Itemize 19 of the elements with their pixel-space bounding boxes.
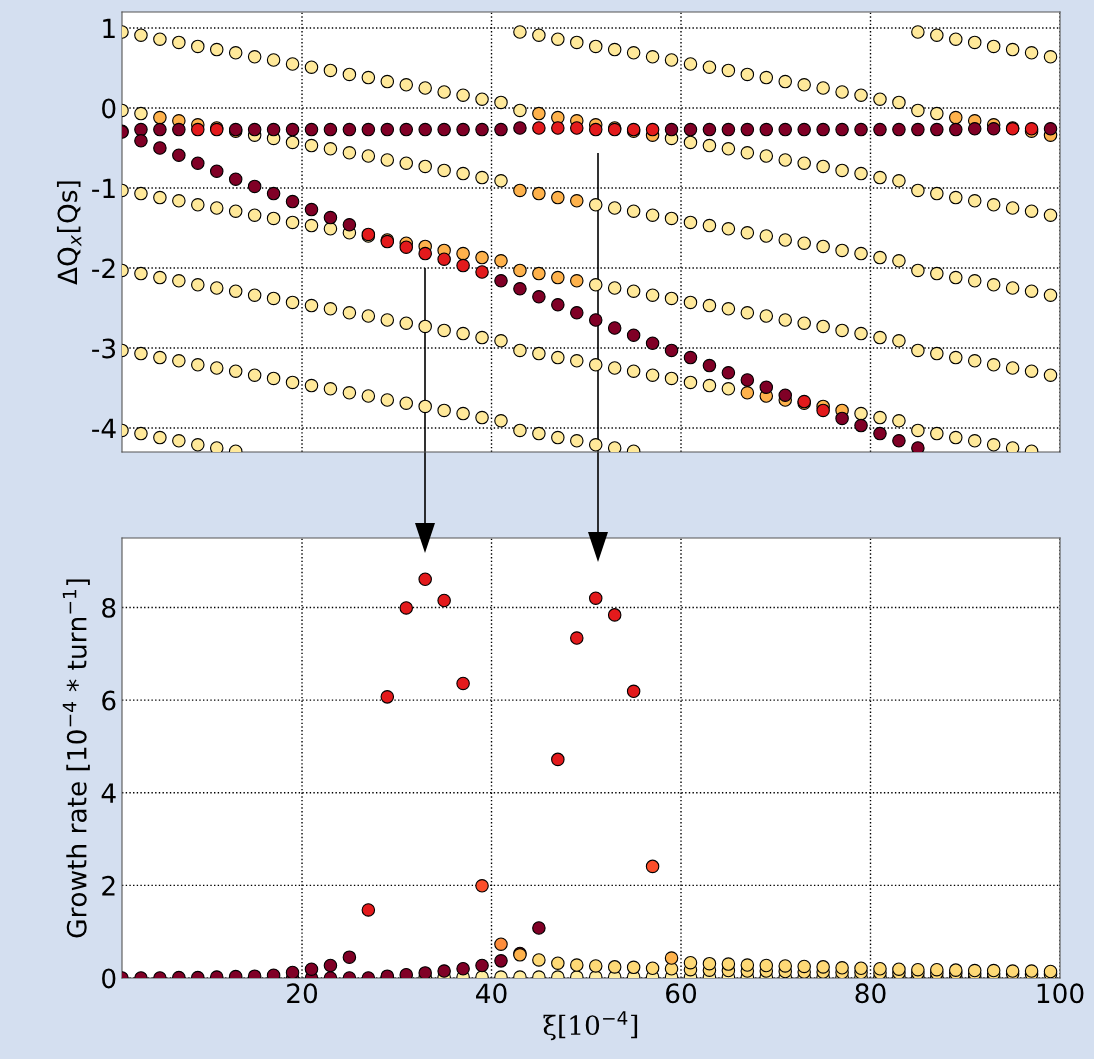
y-tick-label: 0 [102,98,116,119]
y-tick-label: -4 [92,418,116,439]
y-tick-label: 0 [102,968,116,989]
y-tick-label: 8 [102,597,116,618]
y-tick-label: 4 [101,783,116,803]
y-axis-title: Growth rate [10$^{−4}$ * turn$^{−1}$] [62,579,90,938]
y-axis-title: ΔQ$_{x}$[Qs] [56,181,82,285]
x-tick-label: 60 [666,983,697,1004]
y-tick-label: -1 [92,178,115,199]
x-tick-label: 40 [476,983,507,1004]
x-tick-label: 20 [287,983,318,1004]
y-tick-label: -2 [92,258,115,279]
y-tick-label: -3 [92,338,116,359]
y-tick-label: 1 [103,18,115,39]
y-tick-label: 6 [102,690,116,711]
x-tick-label: 100 [1037,983,1084,1004]
y-tick-label: 2 [102,875,115,896]
x-axis-title: ξ[10$^{−4}$] [543,1011,638,1041]
x-tick-label: 80 [855,983,886,1004]
